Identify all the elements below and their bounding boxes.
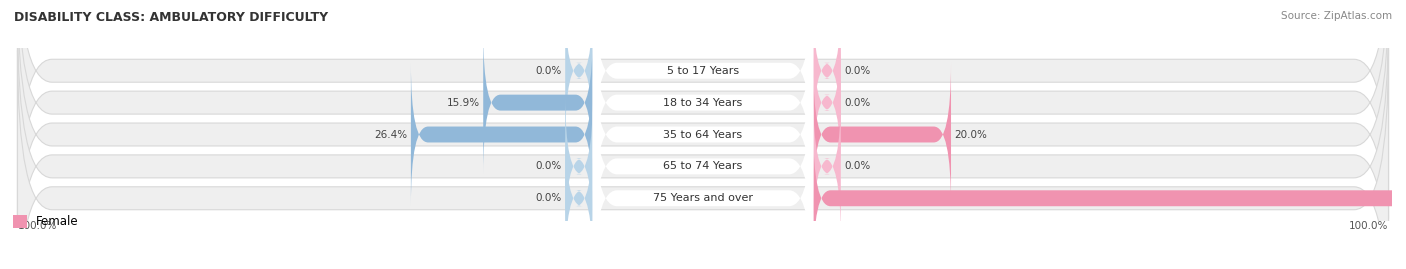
Text: 0.0%: 0.0%: [536, 66, 562, 76]
FancyBboxPatch shape: [411, 63, 593, 206]
Text: Source: ZipAtlas.com: Source: ZipAtlas.com: [1281, 11, 1392, 21]
FancyBboxPatch shape: [813, 95, 841, 238]
Text: 100.0%: 100.0%: [1350, 221, 1389, 231]
Text: 0.0%: 0.0%: [844, 161, 870, 171]
Text: 20.0%: 20.0%: [955, 129, 987, 140]
FancyBboxPatch shape: [593, 0, 813, 206]
FancyBboxPatch shape: [17, 50, 1389, 269]
FancyBboxPatch shape: [813, 0, 841, 143]
FancyBboxPatch shape: [17, 0, 1389, 269]
FancyBboxPatch shape: [813, 63, 950, 206]
FancyBboxPatch shape: [565, 95, 593, 238]
FancyBboxPatch shape: [813, 31, 841, 174]
FancyBboxPatch shape: [593, 31, 813, 238]
FancyBboxPatch shape: [593, 63, 813, 269]
Text: 5 to 17 Years: 5 to 17 Years: [666, 66, 740, 76]
FancyBboxPatch shape: [484, 31, 593, 174]
Text: 0.0%: 0.0%: [536, 161, 562, 171]
Text: 65 to 74 Years: 65 to 74 Years: [664, 161, 742, 171]
FancyBboxPatch shape: [17, 0, 1389, 250]
Text: 35 to 64 Years: 35 to 64 Years: [664, 129, 742, 140]
Text: 18 to 34 Years: 18 to 34 Years: [664, 98, 742, 108]
FancyBboxPatch shape: [17, 0, 1389, 219]
FancyBboxPatch shape: [565, 0, 593, 143]
Text: 75 Years and over: 75 Years and over: [652, 193, 754, 203]
FancyBboxPatch shape: [17, 19, 1389, 269]
FancyBboxPatch shape: [593, 95, 813, 269]
Text: 0.0%: 0.0%: [536, 193, 562, 203]
FancyBboxPatch shape: [593, 0, 813, 174]
Text: 0.0%: 0.0%: [844, 98, 870, 108]
Text: 15.9%: 15.9%: [447, 98, 479, 108]
Text: 100.0%: 100.0%: [17, 221, 56, 231]
Text: 0.0%: 0.0%: [844, 66, 870, 76]
Legend: Male, Female: Male, Female: [0, 215, 79, 228]
FancyBboxPatch shape: [565, 126, 593, 269]
Text: 26.4%: 26.4%: [374, 129, 408, 140]
Text: DISABILITY CLASS: AMBULATORY DIFFICULTY: DISABILITY CLASS: AMBULATORY DIFFICULTY: [14, 11, 328, 24]
FancyBboxPatch shape: [813, 126, 1406, 269]
